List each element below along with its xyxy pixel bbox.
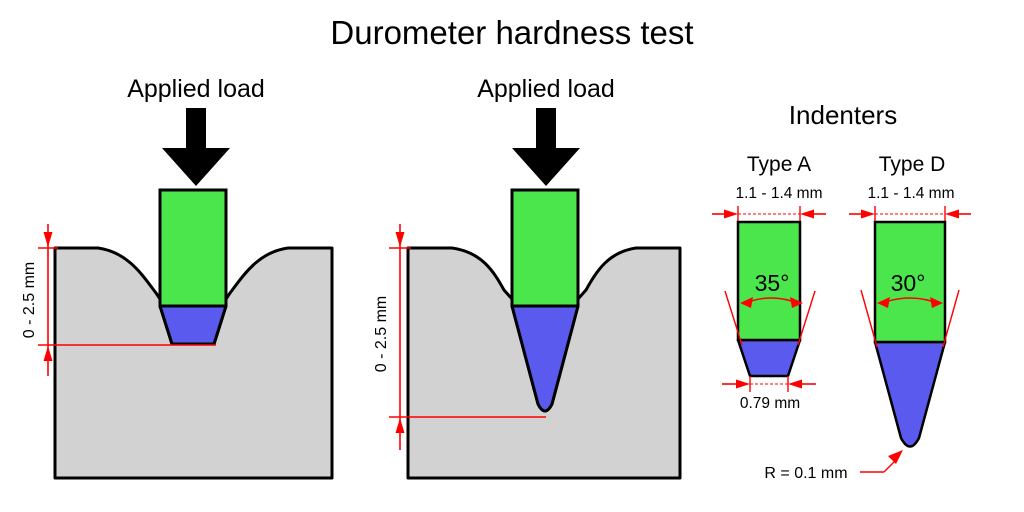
indenters-heading: Indenters [789,100,897,130]
leader-arrow-icon [888,450,903,464]
type-a-label: Type A [747,153,811,176]
type-a-width-label: 1.1 - 1.4 mm [736,185,823,202]
dimension-arrow-right-icon [861,209,875,219]
type-d-tip-radius-label: R = 0.1 mm [764,465,847,482]
type-a-shaft [736,220,802,342]
indenter-shaft-middle [510,188,580,308]
dimension-arrow-right-icon [736,379,750,389]
dimension-arrow-left-icon [945,209,959,219]
tip-radius-leader [860,460,896,473]
type-d-shaft [873,220,947,344]
type-a-tip-width-label: 0.79 mm [740,395,800,412]
angle-arrow-right-icon [790,297,803,308]
dimension-arrow-right-icon [724,209,738,219]
dimension-arrow-left-icon [788,379,802,389]
type-d-label: Type D [879,153,946,176]
angle-arrow-left-icon [877,297,890,308]
applied-load-label-middle: Applied load [477,75,615,103]
indenter-tip-middle [510,304,580,413]
depth-dimension-label-middle: 0 - 2.5 mm [373,296,390,372]
indenter-tip-left [158,304,228,346]
indenter-type-a: Type A 1.1 - 1.4 mm 35° [712,153,826,412]
type-d-test-diagram: Applied load 0 - 2.5 mm [373,75,682,480]
angle-arrow-right-icon [930,297,943,308]
applied-load-label-left: Applied load [127,75,265,103]
applied-load-arrow-icon [512,108,580,186]
page-title: Durometer hardness test [330,14,693,51]
depth-dimension-label-left: 0 - 2.5 mm [21,262,38,338]
indenters-panel: Indenters Type A 1.1 - 1.4 mm 35° [712,100,971,482]
type-a-test-diagram: Applied load 0 - 2.5 mm [21,75,334,480]
type-d-width-label: 1.1 - 1.4 mm [868,185,955,202]
angle-arrow-left-icon [740,297,753,308]
type-d-angle-label: 30° [891,270,926,296]
dimension-arrow-up-icon [43,346,53,361]
dimension-arrow-down-icon [395,232,405,247]
type-d-tip [873,340,947,448]
dimension-arrow-left-icon [800,209,814,219]
indenter-type-d: Type D 1.1 - 1.4 mm 30° [764,153,971,482]
indenter-shaft-left [158,188,228,308]
applied-load-arrow-icon [162,108,230,186]
type-a-angle-label: 35° [755,270,790,296]
dimension-arrow-up-icon [395,418,405,433]
type-a-tip [736,338,802,378]
depth-dimension-middle [389,224,546,450]
dimension-arrow-down-icon [43,232,53,247]
